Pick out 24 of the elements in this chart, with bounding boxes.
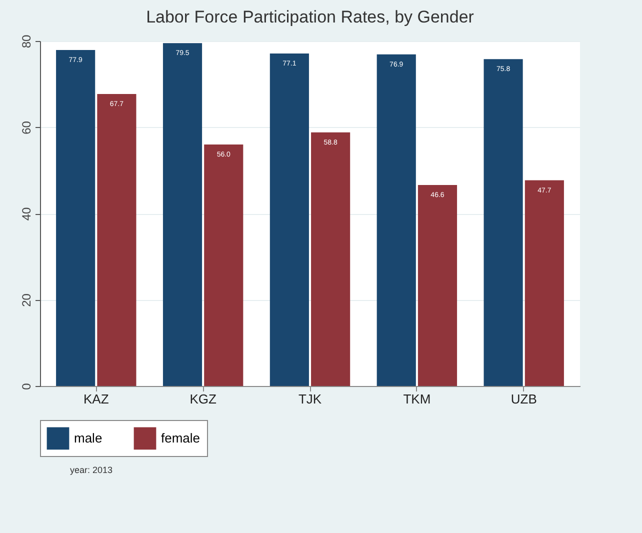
bar bbox=[376, 54, 416, 386]
y-tick-label: 40 bbox=[20, 207, 34, 221]
legend-label: female bbox=[161, 430, 200, 446]
legend-label: male bbox=[74, 430, 102, 446]
x-tick-label: KAZ bbox=[83, 392, 109, 406]
bar bbox=[270, 54, 309, 386]
y-tick-label: 20 bbox=[20, 293, 34, 307]
text: year: 2013 bbox=[70, 465, 114, 475]
x-tick-label: KGZ bbox=[190, 392, 216, 406]
x-tick-label: TJK bbox=[298, 392, 322, 406]
x-tick-label: UZB bbox=[510, 392, 537, 406]
bar bbox=[162, 43, 202, 386]
bar bbox=[311, 132, 350, 386]
y-tick-label: 60 bbox=[20, 120, 34, 134]
bar bbox=[56, 50, 96, 386]
bar bbox=[524, 180, 564, 386]
bar bbox=[484, 59, 523, 386]
bar bbox=[418, 185, 458, 386]
y-tick-label: 80 bbox=[20, 34, 34, 48]
chart-title: Labor Force Participation Rates, by Gender bbox=[146, 7, 474, 26]
x-tick-label: TKM bbox=[403, 392, 431, 406]
y-tick-label: 0 bbox=[20, 382, 34, 390]
bar bbox=[204, 144, 244, 386]
bar bbox=[97, 94, 136, 386]
